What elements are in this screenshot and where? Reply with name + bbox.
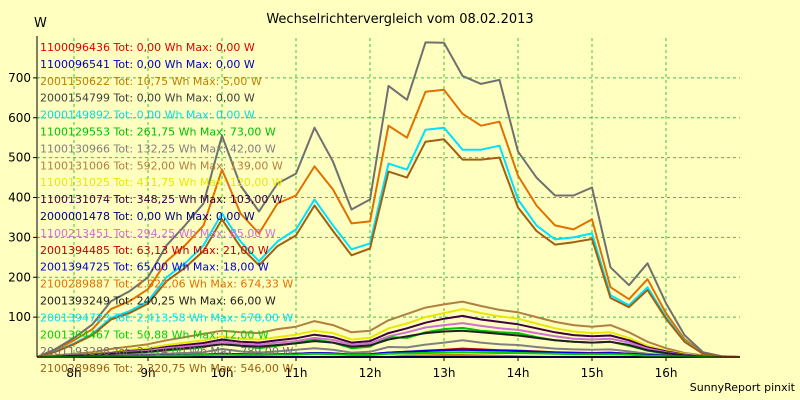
x-tick-label-4: 12h — [359, 366, 382, 380]
y-tick-label-1: 200 — [8, 270, 31, 284]
y-tick-label-6: 700 — [8, 71, 31, 85]
series-line-8 — [36, 308, 740, 358]
series-line-11 — [36, 322, 740, 358]
legend-entry-12: 2001394485 Tot: 63,13 Wh Max: 21,00 W — [40, 244, 269, 257]
series-line-18 — [36, 41, 741, 358]
series-line-7 — [36, 300, 741, 358]
series-line-15 — [36, 329, 740, 358]
legend-entry-19: 2100289896 Tot: 2.320,75 Wh Max: 546,00 … — [40, 362, 293, 375]
x-tick-label-1: 9h — [140, 366, 155, 380]
x-tick-label-5: 13h — [433, 366, 456, 380]
y-tick-label-4: 500 — [8, 151, 31, 165]
y-tick-label-3: 400 — [8, 191, 31, 205]
chart-title: Wechselrichtervergleich vom 08.02.2013 — [266, 12, 533, 27]
legend-entry-18: 2001193288 Tot: 3.414,00 Wh Max: 789,00 … — [40, 345, 293, 358]
legend-entry-4: 2000149892 Tot: 0,00 Wh Max: 0,00 W — [40, 109, 255, 122]
x-tick-label-8: 16h — [655, 366, 678, 380]
legend-entry-5: 1100129553 Tot: 261,75 Wh Max: 73,00 W — [40, 126, 276, 139]
legend-entry-8: 1100131025 Tot: 411,75 Wh Max: 120,00 W — [40, 176, 283, 189]
legend-entry-11: 1100213451 Tot: 294,25 Wh Max: 85,00 W — [40, 227, 276, 240]
series-line-16 — [36, 126, 741, 358]
y-tick-label-0: 100 — [8, 310, 31, 324]
x-tick-label-0: 8h — [66, 366, 81, 380]
series-line-14 — [36, 88, 741, 358]
legend-entry-3: 2000154799 Tot: 0,00 Wh Max: 0,00 W — [40, 92, 255, 105]
y-tick-label-2: 300 — [8, 230, 31, 244]
legend-entry-1: 1100096541 Tot: 0,00 Wh Max: 0,00 W — [40, 58, 255, 71]
x-tick-label-7: 15h — [581, 366, 604, 380]
axes: 100 200 300 400 500 600 700 8h 9h 10h 11h 12h 13h 14h… — [8, 36, 740, 380]
legend-entry-15: 2001393249 Tot: 240,25 Wh Max: 66,00 W — [40, 295, 276, 308]
legend: 1100096436 Tot: 0,00 Wh Max: 0,00 W 11000… — [40, 41, 293, 375]
x-tick-label-3: 11h — [285, 366, 308, 380]
legend-entry-2: 2001150622 Tot: 10,75 Wh Max: 5,00 W — [40, 75, 262, 88]
legend-entry-6: 1100130966 Tot: 132,25 Wh Max: 42,00 W — [40, 142, 276, 155]
legend-entry-14: 2100289887 Tot: 2.922,06 Wh Max: 674,33 … — [40, 278, 293, 291]
legend-entry-0: 1100096436 Tot: 0,00 Wh Max: 0,00 W — [40, 41, 255, 54]
credit-text: SunnyReport pinxit — [690, 381, 796, 394]
legend-entry-7: 1100131006 Tot: 592,00 Wh Max: 139,00 W — [40, 159, 283, 172]
legend-entry-16: 2001394723 Tot: 2.413,58 Wh Max: 578,00 … — [40, 311, 293, 324]
legend-entry-10: 2000001478 Tot: 0,00 Wh Max: 0,00 W — [40, 210, 255, 223]
series-line-6 — [37, 339, 740, 358]
legend-entry-17: 2001394467 Tot: 50,88 Wh Max: 12,00 W — [40, 328, 269, 341]
legend-entry-13: 2001394725 Tot: 65,00 Wh Max: 18,00 W — [40, 261, 269, 274]
series-line-19 — [36, 138, 741, 358]
legend-entry-9: 1100131074 Tot: 348,25 Wh Max: 103,00 W — [40, 193, 283, 206]
series-line-17 — [37, 351, 740, 358]
y-axis-label: W — [34, 16, 47, 31]
y-tick-label-5: 600 — [8, 111, 31, 125]
x-tick-label-6: 14h — [507, 366, 530, 380]
x-tick-label-2: 10h — [211, 366, 234, 380]
